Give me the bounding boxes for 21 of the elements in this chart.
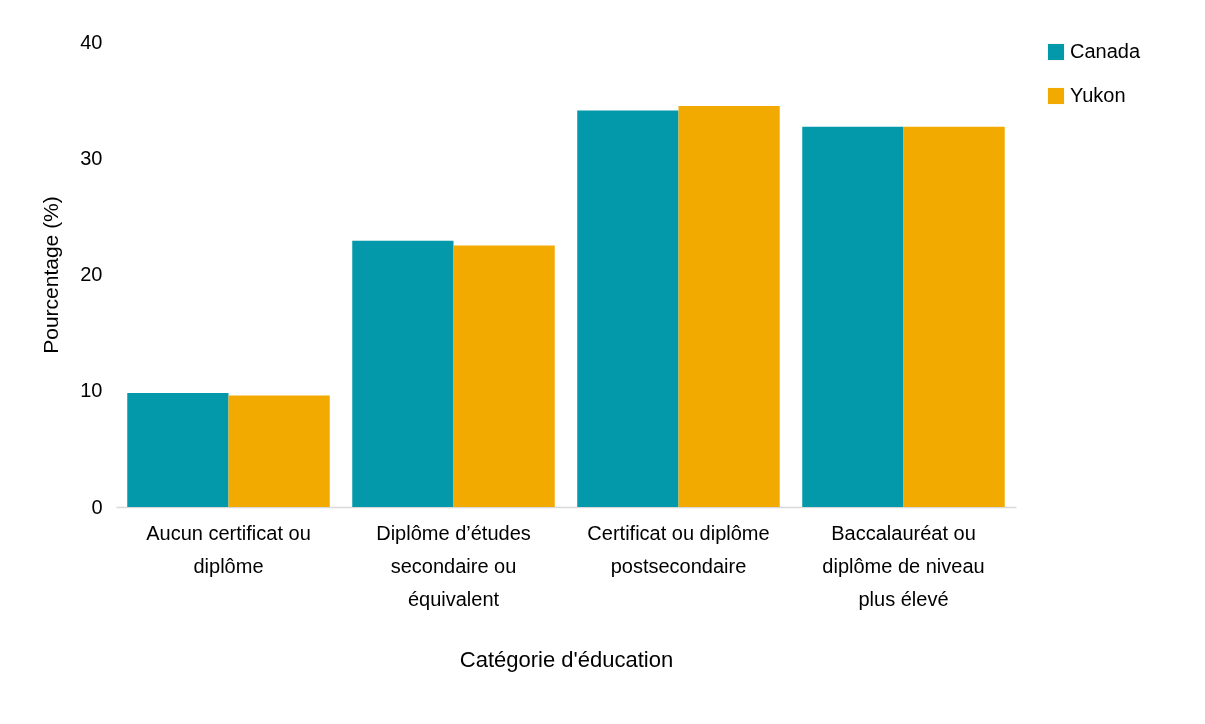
bar	[228, 395, 330, 507]
legend-label: Canada	[1070, 40, 1141, 62]
y-tick-label: 30	[80, 146, 103, 169]
x-tick-label: Baccalauréat ou diplôme de niveau plus élevé	[822, 521, 985, 610]
x-tick-label: Certificat ou diplôme postsecondaire	[587, 521, 770, 577]
bar	[352, 240, 454, 507]
x-tick-label: Aucun certificat ou diplôme	[146, 521, 311, 577]
y-tick-label: 40	[80, 30, 103, 53]
y-axis-title: Pourcentage (%)	[39, 196, 63, 354]
y-tick-label: 20	[80, 263, 103, 285]
bar	[577, 110, 679, 507]
bar	[453, 245, 555, 507]
legend-label: Yukon	[1070, 84, 1126, 106]
x-tick-label: Diplôme d’études secondaire ou équivalent	[376, 521, 531, 610]
bar	[903, 126, 1005, 507]
bar	[127, 393, 229, 507]
x-axis-title: Catégorie d'éducation	[459, 646, 674, 672]
bar	[802, 126, 904, 507]
y-tick-label: 10	[80, 379, 103, 402]
y-tick-label: 0	[91, 495, 103, 518]
bar	[678, 105, 780, 507]
